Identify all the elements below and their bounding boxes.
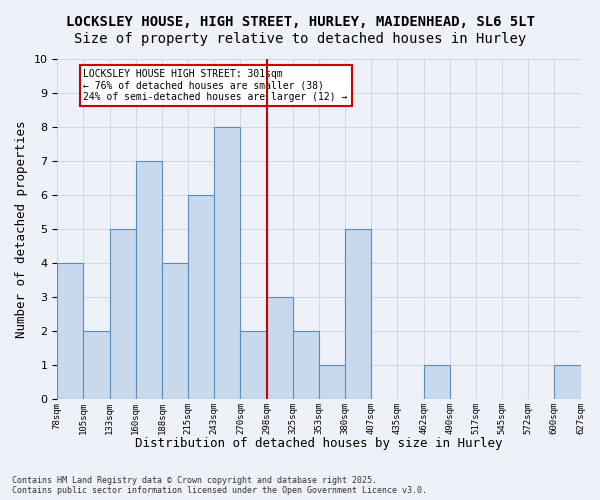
- Bar: [266, 297, 293, 399]
- Bar: [136, 161, 162, 399]
- Bar: [293, 331, 319, 399]
- Bar: [241, 331, 266, 399]
- Text: Contains HM Land Registry data © Crown copyright and database right 2025.
Contai: Contains HM Land Registry data © Crown c…: [12, 476, 427, 495]
- X-axis label: Distribution of detached houses by size in Hurley: Distribution of detached houses by size …: [135, 437, 503, 450]
- Bar: [554, 365, 581, 399]
- Bar: [319, 365, 345, 399]
- Bar: [188, 195, 214, 399]
- Bar: [424, 365, 449, 399]
- Bar: [214, 127, 241, 399]
- Bar: [57, 263, 83, 399]
- Bar: [83, 331, 110, 399]
- Bar: [345, 229, 371, 399]
- Text: Size of property relative to detached houses in Hurley: Size of property relative to detached ho…: [74, 32, 526, 46]
- Bar: [162, 263, 188, 399]
- Text: LOCKSLEY HOUSE HIGH STREET: 301sqm
← 76% of detached houses are smaller (38)
24%: LOCKSLEY HOUSE HIGH STREET: 301sqm ← 76%…: [83, 69, 348, 102]
- Text: LOCKSLEY HOUSE, HIGH STREET, HURLEY, MAIDENHEAD, SL6 5LT: LOCKSLEY HOUSE, HIGH STREET, HURLEY, MAI…: [65, 15, 535, 29]
- Y-axis label: Number of detached properties: Number of detached properties: [15, 120, 28, 338]
- Bar: [110, 229, 136, 399]
